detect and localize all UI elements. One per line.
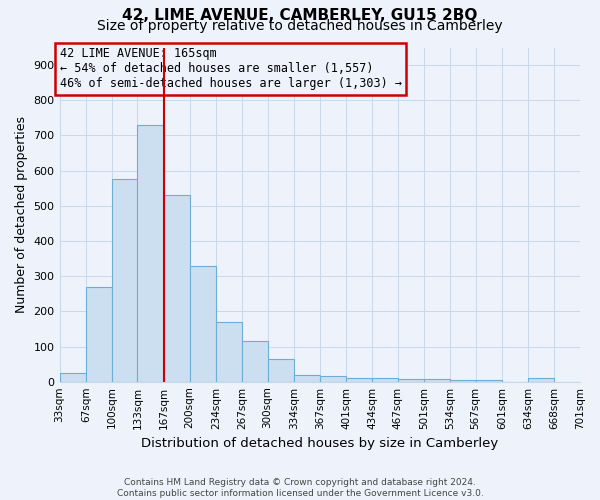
Bar xyxy=(476,380,502,382)
Bar xyxy=(294,374,320,382)
Text: Contains HM Land Registry data © Crown copyright and database right 2024.
Contai: Contains HM Land Registry data © Crown c… xyxy=(116,478,484,498)
Bar xyxy=(112,180,137,382)
Bar xyxy=(346,378,372,382)
Bar xyxy=(190,266,216,382)
Y-axis label: Number of detached properties: Number of detached properties xyxy=(15,116,28,313)
Bar xyxy=(268,359,294,382)
Bar xyxy=(137,125,164,382)
Text: 42 LIME AVENUE: 165sqm
← 54% of detached houses are smaller (1,557)
46% of semi-: 42 LIME AVENUE: 165sqm ← 54% of detached… xyxy=(59,48,401,90)
Bar xyxy=(372,378,398,382)
Bar xyxy=(86,286,112,382)
Bar xyxy=(320,376,346,382)
Bar xyxy=(242,341,268,382)
Text: Size of property relative to detached houses in Camberley: Size of property relative to detached ho… xyxy=(97,19,503,33)
Bar xyxy=(398,379,424,382)
Bar xyxy=(164,195,190,382)
Bar xyxy=(216,322,242,382)
Text: 42, LIME AVENUE, CAMBERLEY, GU15 2BQ: 42, LIME AVENUE, CAMBERLEY, GU15 2BQ xyxy=(122,8,478,22)
Bar xyxy=(528,378,554,382)
X-axis label: Distribution of detached houses by size in Camberley: Distribution of detached houses by size … xyxy=(141,437,499,450)
Bar xyxy=(450,380,476,382)
Bar xyxy=(424,379,450,382)
Bar xyxy=(59,373,86,382)
